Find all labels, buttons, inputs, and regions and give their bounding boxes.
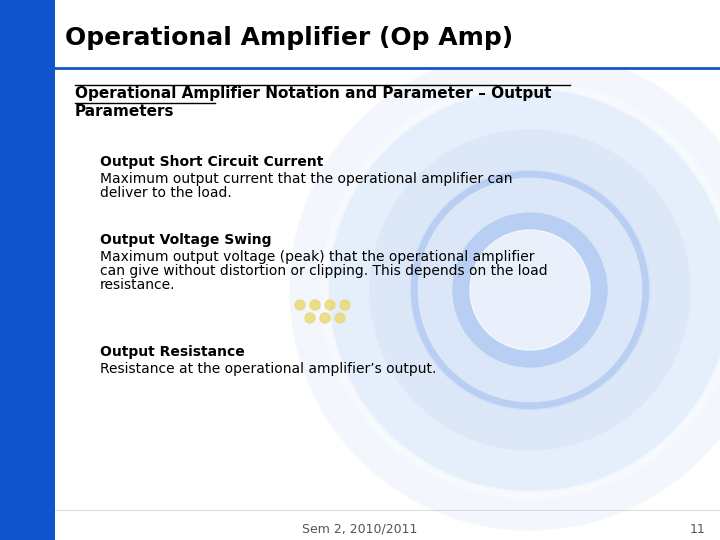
Circle shape: [470, 230, 590, 350]
Circle shape: [305, 313, 315, 323]
Text: Output Short Circuit Current: Output Short Circuit Current: [100, 155, 323, 169]
Circle shape: [330, 90, 720, 490]
Text: resistance.: resistance.: [100, 278, 176, 292]
Text: Output Voltage Swing: Output Voltage Swing: [100, 233, 271, 247]
Text: 11: 11: [689, 523, 705, 536]
Text: Sem 2, 2010/2011: Sem 2, 2010/2011: [302, 523, 418, 536]
Text: Operational Amplifier Notation and Parameter – Output: Operational Amplifier Notation and Param…: [75, 86, 552, 101]
Circle shape: [320, 313, 330, 323]
Bar: [55, 0, 720, 68]
Circle shape: [325, 300, 335, 310]
Circle shape: [340, 300, 350, 310]
Text: Maximum output current that the operational amplifier can: Maximum output current that the operatio…: [100, 172, 513, 186]
Circle shape: [295, 300, 305, 310]
Text: Resistance at the operational amplifier’s output.: Resistance at the operational amplifier’…: [100, 362, 436, 376]
Circle shape: [335, 313, 345, 323]
Text: Maximum output voltage (peak) that the operational amplifier: Maximum output voltage (peak) that the o…: [100, 250, 534, 264]
Bar: [0, 0, 55, 540]
Text: deliver to the load.: deliver to the load.: [100, 186, 232, 200]
Text: Output Resistance: Output Resistance: [100, 345, 245, 359]
Circle shape: [410, 170, 650, 410]
Circle shape: [310, 300, 320, 310]
Circle shape: [370, 130, 690, 450]
Text: can give without distortion or clipping. This depends on the load: can give without distortion or clipping.…: [100, 264, 548, 278]
Text: Parameters: Parameters: [75, 104, 174, 119]
Circle shape: [290, 50, 720, 530]
Text: Operational Amplifier (Op Amp): Operational Amplifier (Op Amp): [65, 26, 513, 50]
